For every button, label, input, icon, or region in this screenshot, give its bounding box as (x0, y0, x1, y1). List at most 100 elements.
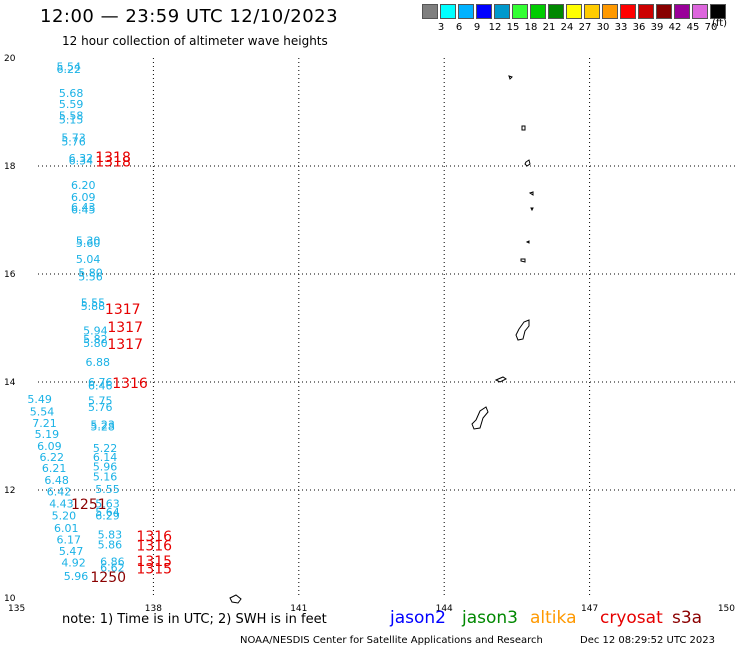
island-fais (229, 594, 242, 604)
wave-height-label: 5.63 (95, 497, 120, 510)
wave-height-label: 5.68 (59, 87, 84, 100)
wave-height-label: 6.34 (69, 154, 94, 167)
lon-tick-label: 141 (290, 604, 307, 614)
wave-height-label: 5.94 (83, 324, 108, 337)
legend-swatch (422, 4, 438, 19)
generated-timestamp: Dec 12 08:29:52 UTC 2023 (580, 635, 715, 646)
wave-height-label: 6.09 (37, 440, 62, 453)
units-note: note: 1) Time is in UTC; 2) SWH is in fe… (62, 612, 327, 627)
island-agrihan (521, 125, 526, 131)
legend-label: 6 (455, 22, 463, 33)
wave-height-label: 5.73 (61, 132, 86, 145)
legend-label: 36 (632, 22, 646, 33)
wave-height-label: 5.55 (81, 296, 106, 309)
pass-time-label: 1251 (71, 497, 107, 513)
pass-time-label: 1318 (95, 155, 131, 171)
wave-height-label: 6.17 (56, 533, 81, 546)
legend-swatch (494, 4, 510, 19)
legend-swatch (584, 4, 600, 19)
legend-swatch (638, 4, 654, 19)
island-guam (471, 406, 489, 430)
wave-height-label: 5.19 (35, 428, 60, 441)
wave-observations: 5.546.225.685.595.585.155.735.766.326.34… (27, 60, 124, 583)
lat-tick-label: 18 (4, 162, 16, 172)
wave-height-label: 6.46 (88, 380, 113, 393)
legend-swatch (548, 4, 564, 19)
legend-swatch (692, 4, 708, 19)
lat-tick-label: 20 (4, 54, 16, 64)
legend-swatch (602, 4, 618, 19)
wave-height-label: 5.76 (88, 401, 113, 414)
wave-height-label: 6.22 (40, 451, 65, 464)
wave-height-label: 5.58 (59, 110, 84, 123)
wave-height-label: 6.22 (56, 63, 81, 76)
legend-label: 30 (596, 22, 610, 33)
wave-height-label: 6.86 (100, 556, 125, 569)
wave-height-label: 4.43 (49, 497, 74, 510)
wave-height-label: 5.96 (93, 461, 118, 474)
wave-height-label: 5.82 (83, 333, 108, 346)
wave-height-label: 5.80 (78, 267, 103, 280)
wave-height-label: 5.75 (88, 395, 113, 408)
island-farallon (508, 75, 513, 80)
legend-swatch (530, 4, 546, 19)
wave-height-label: 5.76 (61, 135, 86, 148)
credit-line: NOAA/NESDIS Center for Satellite Applica… (240, 635, 543, 646)
lat-tick-label: 16 (4, 270, 16, 280)
legend-swatch (476, 4, 492, 19)
lon-tick-label: 135 (8, 604, 25, 614)
legend-label: 45 (686, 22, 700, 33)
pass-time-label: 1317 (105, 302, 141, 318)
legend-swatch (440, 4, 456, 19)
legend-swatch (566, 4, 582, 19)
legend-swatch (512, 4, 528, 19)
legend-swatch (458, 4, 474, 19)
wave-height-label: 5.16 (93, 470, 118, 483)
legend-label: 39 (650, 22, 664, 33)
wave-height-label: 7.21 (32, 417, 57, 430)
wave-height-label: 5.86 (98, 538, 123, 551)
wave-height-label: 5.64 (95, 506, 120, 519)
lon-tick-label: 138 (145, 604, 162, 614)
wave-height-label: 6.14 (93, 451, 118, 464)
wave-height-label: 6.88 (86, 356, 111, 369)
wave-height-label: 6.48 (44, 474, 69, 487)
pass-time-label: 1317 (107, 320, 143, 336)
wave-height-label: 6.42 (47, 485, 71, 498)
island-rota (494, 376, 507, 383)
wave-height-label: 5.60 (76, 237, 101, 250)
wave-height-label: 6.62 (100, 562, 125, 575)
legend-label: 70 (704, 22, 718, 33)
legend-units: (ft) (712, 18, 728, 29)
wave-height-label: 6.20 (71, 179, 96, 192)
pass-time-label: 1318 (95, 150, 131, 166)
wave-height-label: 5.28 (90, 421, 115, 434)
legend-label: 9 (473, 22, 481, 33)
satellite-name: jason3 (462, 608, 518, 628)
legend-label: 3 (437, 22, 445, 33)
legend-label: 21 (542, 22, 556, 33)
pass-time-label: 1315 (136, 554, 172, 570)
lat-tick-label: 10 (4, 594, 16, 604)
pass-time-label: 1316 (112, 376, 148, 392)
wave-height-label: 5.47 (59, 545, 84, 558)
satellite-name: altika (530, 608, 577, 628)
satellite-name: jason2 (390, 608, 446, 628)
lon-tick-label: 147 (581, 604, 598, 614)
wave-height-label: 5.22 (93, 442, 118, 455)
legend-label: 12 (488, 22, 502, 33)
wave-height-label: 6.43 (71, 201, 96, 214)
wave-height-label: 5.15 (59, 113, 84, 126)
island-alamagan (528, 191, 534, 196)
lon-tick-label: 144 (436, 604, 453, 614)
wave-height-label: 5.88 (81, 300, 106, 313)
wave-height-label: 4.92 (61, 557, 86, 570)
pass-time-label: 1316 (136, 529, 172, 545)
wave-height-label: 5.55 (95, 483, 120, 496)
island-sarigan (525, 240, 530, 244)
wave-height-label: 5.96 (64, 570, 88, 583)
wave-height-label: 6.45 (71, 204, 96, 217)
satellite-name: s3a (672, 608, 703, 628)
wave-height-label: 5.49 (27, 393, 51, 406)
pass-time-label: 1317 (107, 337, 143, 353)
